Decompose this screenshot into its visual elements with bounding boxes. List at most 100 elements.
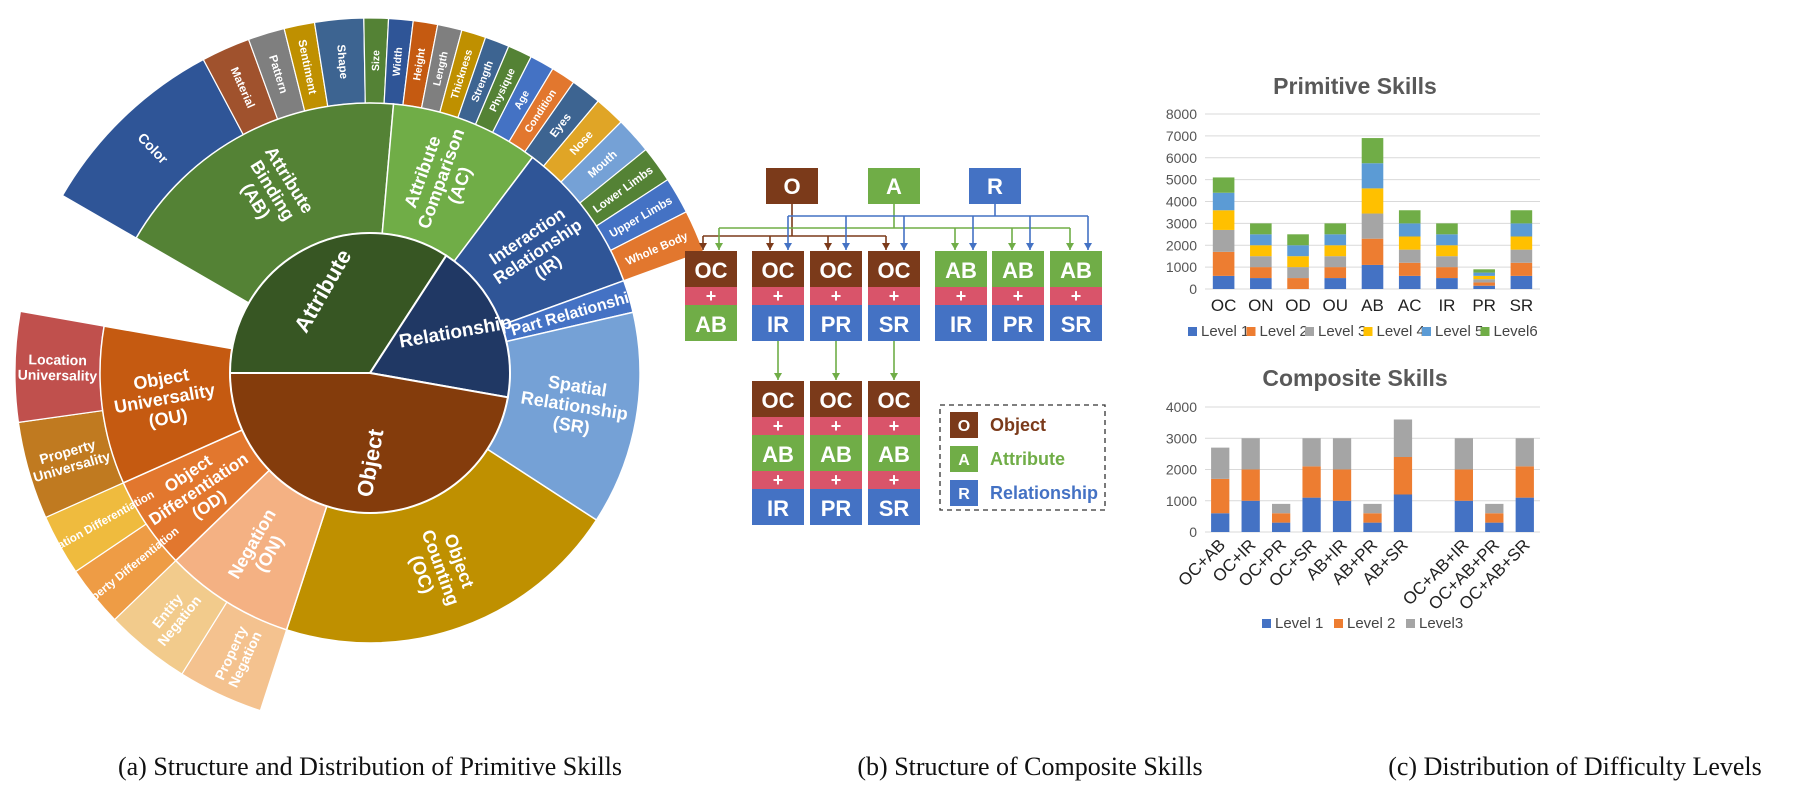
x-tick-label: AB [1361,296,1384,315]
bar-ac-level-5 [1398,223,1421,237]
legend-label-level-3: Level 3 [1318,323,1366,340]
bar-ir-level-1 [1436,278,1458,289]
plus-band [810,417,862,435]
bar-pr-level-3 [1473,279,1495,283]
skill-box [685,305,737,341]
bar-oc-ab-level-2 [1211,478,1230,514]
plus-sign: + [773,470,784,490]
arrow-head [699,243,707,250]
legend-swatch-level-2 [1334,619,1343,628]
bar-ir-level-2 [1436,267,1458,279]
legend-swatch-level-2 [1246,327,1256,336]
y-tick-label: 5000 [1166,172,1197,188]
skill-box [935,305,987,341]
bar-od-level6 [1287,234,1309,246]
bar-oc-level-4 [1212,210,1235,230]
bar-ab-ir-level-1 [1332,500,1352,532]
legend-swatch-level-5 [1422,327,1431,336]
bar-oc-ab-level3 [1211,447,1230,479]
bar-pr-level-5 [1473,272,1495,276]
legend-label-level6: Level6 [1494,323,1538,340]
plus-band [935,287,987,305]
primitive-skills-chart: Primitive Skills 0 1000 2000 3000 4000 5000 600… [1166,73,1540,340]
x-tick-label: OU [1323,296,1349,315]
sunburst-label-width: Width [391,47,405,77]
bar-ir-level-3 [1436,256,1458,268]
bar-pr-level6 [1473,269,1495,273]
arrow-head [1084,243,1092,250]
skill-label-oc: OC [878,258,911,283]
legend-label-level-1: Level 1 [1201,323,1249,340]
bar-ir-level-5 [1436,234,1458,246]
skill-label-ab: AB [1002,258,1034,283]
skill-label-pr: PR [821,312,852,337]
bar-on-level-3 [1250,256,1272,268]
plus-sign: + [706,286,717,306]
x-tick-label: PR [1472,296,1496,315]
legend-label-level-2: Level 2 [1347,615,1395,632]
bar-ab-pr-level-2 [1363,513,1382,523]
bar-od-level-2 [1287,278,1309,289]
bar-oc-ab-sr-level3 [1515,438,1534,467]
skill-box [810,435,862,471]
bar-ou-level-3 [1324,256,1347,268]
caption-b: (b) Structure of Composite Skills [857,752,1202,781]
top-box-letter: R [987,174,1003,199]
x-tick-label: AC [1398,296,1422,315]
bar-ir-level-4 [1436,245,1458,257]
y-tick-label: 1000 [1166,493,1197,509]
bar-od-level-3 [1287,267,1309,279]
triple-oc-ab-pr: OC + AB + PR [810,381,862,525]
legend-border [939,404,1106,511]
bar-on-level-4 [1250,245,1272,257]
legend-label-object: Object [990,415,1046,435]
bar-ab-sr-level3 [1393,419,1413,457]
top-box-letter: O [783,174,800,199]
plus-sign: + [1013,286,1024,306]
skill-label-sr: SR [1061,312,1092,337]
plus-sign: + [773,416,784,436]
bar-sr-level6 [1510,210,1533,224]
bar-on-level-2 [1250,267,1272,279]
bar-ab-pr-level-1 [1363,522,1382,532]
legend-label-level-5: Level 5 [1435,323,1483,340]
arrow-head [890,373,898,380]
plus-sign: + [889,286,900,306]
legend-label-level3: Level3 [1419,615,1463,632]
bar-ab-level-3 [1361,213,1384,239]
top-box-letter: A [886,174,902,199]
bar-oc-sr-level-1 [1302,497,1321,532]
top-box-bg [868,168,920,204]
plus-band [868,417,920,435]
top-box-bg [969,168,1021,204]
skill-box [935,251,987,287]
y-tick-label: 4000 [1166,194,1197,210]
bar-oc-level-1 [1212,275,1235,289]
skill-label-ab: AB [878,442,910,467]
skill-box [868,489,920,525]
sunburst-label-shape: Shape [334,44,349,79]
arrow-head [900,243,908,250]
bar-oc-pr-level-2 [1272,513,1291,523]
skill-box [752,381,804,417]
legend-swatch-level-4 [1363,327,1373,336]
bar-on-level6 [1250,223,1272,235]
legend-swatch-level3 [1406,619,1415,628]
bar-oc-ir-level-2 [1241,469,1260,501]
bar-on-level-5 [1250,234,1272,246]
skill-label-oc: OC [878,388,911,413]
bar-ir-level6 [1436,223,1458,235]
legend-swatch-object [950,412,978,438]
arrow-head [882,243,890,250]
bar-ac-level-2 [1398,262,1421,276]
bar-ab-ir-level3 [1332,438,1352,470]
plus-sign: + [831,286,842,306]
bar-oc-ab-ir-level-1 [1454,500,1473,532]
bar-ou-level-1 [1324,278,1347,289]
skill-box [868,251,920,287]
x-tick-label: SR [1510,296,1534,315]
skill-box [810,489,862,525]
plus-band [868,287,920,305]
bar-oc-ab-ir-level3 [1454,438,1473,470]
